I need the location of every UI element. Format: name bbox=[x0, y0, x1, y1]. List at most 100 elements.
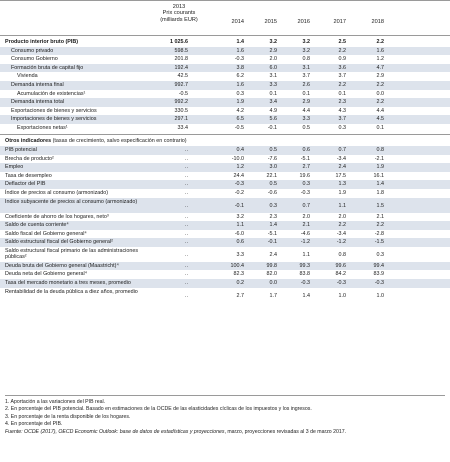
year-value-cell: -0.2 bbox=[234, 189, 244, 196]
year-value-cell: 6.2 bbox=[236, 73, 245, 80]
year-value-cell: 3.3 bbox=[269, 81, 278, 88]
table-row: Índice de precios al consumo (armonizado… bbox=[0, 189, 450, 198]
year-value-cell: 0.3 bbox=[376, 251, 385, 258]
table-row: Deuda neta del Gobierno general⁴.. 82.3 82… bbox=[0, 270, 450, 279]
year-value-cell: -3.4 bbox=[336, 155, 346, 162]
base-value-cell: .. bbox=[185, 271, 188, 278]
year-value-cell: 0.2 bbox=[236, 280, 245, 287]
row-label: Tasa de desempleo bbox=[5, 172, 52, 179]
year-value-cell: 3.7 bbox=[338, 73, 347, 80]
year-value-cell: 3.6 bbox=[338, 64, 347, 71]
table-row: Tasa del mercado monetario a tres meses,… bbox=[0, 279, 450, 288]
year-value-cell: 82.0 bbox=[266, 271, 278, 278]
source-note: Fuente: OCDE (2017), OECD Economic Outlo… bbox=[5, 429, 445, 436]
row-label: Demanda interna final bbox=[11, 81, 64, 88]
year-value-cell: 1.1 bbox=[236, 222, 245, 229]
footnotes: 1. Aportación a las variaciones del PIB … bbox=[5, 395, 445, 436]
row-label: Saldo fiscal del Gobierno general⁴ bbox=[5, 230, 87, 237]
year-value-cell: 1.5 bbox=[376, 202, 385, 209]
year-value-cell: -0.3 bbox=[374, 280, 384, 287]
year-value-cell: 1.2 bbox=[376, 56, 385, 63]
table-row: Saldo de cuenta corriente⁴.. 1.1 1.4 2.1 2.2… bbox=[0, 221, 450, 230]
year-value-cell: 83.9 bbox=[373, 271, 385, 278]
year-value-cell: 6.5 bbox=[236, 116, 245, 123]
year-value-cell: 2.2 bbox=[376, 222, 385, 229]
base-value-cell: .. bbox=[185, 164, 188, 171]
year-value-cell: -0.1 bbox=[267, 239, 277, 246]
year-value-cell: -0.3 bbox=[336, 280, 346, 287]
year-value-cell: 0.3 bbox=[338, 124, 347, 131]
year-value-cell: 3.2 bbox=[302, 39, 311, 45]
year-value-cell: 0.7 bbox=[302, 202, 311, 209]
year-value-cell: 2.0 bbox=[338, 213, 347, 220]
year-value-cell: 2.9 bbox=[376, 73, 385, 80]
year-value-cell: 0.1 bbox=[376, 124, 385, 131]
table-row: Índice subyacente de precios al consumo … bbox=[0, 197, 450, 213]
year-value-cell: 3.7 bbox=[338, 116, 347, 123]
table-row: Demanda interna total 992.2 1.9 3.4 2.9 2.3 2.… bbox=[0, 98, 450, 107]
row-label: Exportaciones netas¹ bbox=[17, 124, 68, 131]
source-title: Economic Outlook: base de datos de estad… bbox=[74, 428, 225, 435]
year-value-cell: 0.8 bbox=[376, 146, 385, 153]
row-label: Coeficiente de ahorro de los hogares, ne… bbox=[5, 213, 109, 220]
source-suffix: , marzo, proyecciones revisadas al 3 de … bbox=[224, 428, 347, 435]
base-value-cell: .. bbox=[185, 239, 188, 246]
row-label: Producto interior bruto (PIB) bbox=[5, 39, 79, 45]
base-value-cell: 42.5 bbox=[177, 73, 189, 80]
row-label: Brecha de producto² bbox=[5, 155, 54, 162]
year-value-cell: 2.1 bbox=[376, 213, 385, 220]
year-value-cell: 2.2 bbox=[338, 47, 347, 54]
year-value-cell: 1.9 bbox=[236, 99, 245, 106]
base-value-cell: .. bbox=[185, 251, 188, 258]
year-header: 2018 bbox=[371, 19, 384, 25]
demand-components-section: Producto interior bruto (PIB) 1 025.6 1.4 3… bbox=[0, 38, 450, 133]
year-value-cell: -6.0 bbox=[234, 230, 244, 237]
year-value-cell: 3.0 bbox=[269, 164, 278, 171]
table-row: Exportaciones de bienes y servicios 330.5… bbox=[0, 107, 450, 116]
table-row: Empleo.. 1.2 3.0 2.7 2.4 1.9 bbox=[0, 163, 450, 172]
table-row: PIB potencial.. 0.4 0.5 0.6 0.7 0.8 bbox=[0, 145, 450, 155]
table-row: Deflactor del PIB.. -0.3 0.5 0.3 1.3 1.4 bbox=[0, 180, 450, 189]
year-value-cell: 2.2 bbox=[376, 39, 385, 45]
year-value-cell: 0.3 bbox=[269, 202, 278, 209]
year-value-cell: 17.5 bbox=[335, 172, 347, 179]
year-value-cell: 4.7 bbox=[376, 64, 385, 71]
base-value-cell: 33.4 bbox=[177, 124, 189, 131]
year-value-cell: 1.6 bbox=[376, 47, 385, 54]
table-row: Vivienda 42.5 6.2 3.1 3.7 3.7 2.9 bbox=[0, 72, 450, 81]
row-label: Exportaciones de bienes y servicios bbox=[11, 107, 97, 114]
row-label: Formación bruta de capital fijo bbox=[11, 64, 84, 71]
year-value-cell: 4.3 bbox=[338, 107, 347, 114]
year-value-cell: -0.3 bbox=[234, 56, 244, 63]
year-value-cell: 1.7 bbox=[269, 292, 278, 299]
base-value-cell: 297.1 bbox=[174, 116, 189, 123]
year-value-cell: 0.8 bbox=[302, 56, 311, 63]
year-value-cell: -0.3 bbox=[300, 280, 310, 287]
footnote: 2. En porcentaje del PIB potencial. Basa… bbox=[5, 406, 312, 413]
year-value-cell: 0.8 bbox=[338, 251, 347, 258]
other-indicators-section: PIB potencial.. 0.4 0.5 0.6 0.7 0.8 Brecha de … bbox=[0, 145, 450, 303]
indicators-title-note: (tasas de crecimiento, salvo especificac… bbox=[51, 137, 187, 144]
year-value-cell: 1.9 bbox=[376, 164, 385, 171]
year-value-cell: 3.3 bbox=[236, 251, 245, 258]
year-header: 2017 bbox=[333, 19, 346, 25]
year-value-cell: 0.6 bbox=[302, 146, 311, 153]
year-value-cell: 3.2 bbox=[302, 47, 311, 54]
row-label: Consumo Gobierno bbox=[11, 56, 58, 63]
year-value-cell: 1.0 bbox=[376, 292, 385, 299]
base-year-label: 2013 bbox=[172, 4, 186, 10]
base-unit-currency: (milliards EUR) bbox=[160, 16, 198, 23]
row-label: Importaciones de bienes y servicios bbox=[11, 116, 97, 123]
table-row: Producto interior bruto (PIB) 1 025.6 1.4 3… bbox=[0, 38, 450, 47]
footnote: 4. En porcentaje del PIB. bbox=[5, 421, 63, 428]
year-value-cell: 1.4 bbox=[376, 181, 385, 188]
year-value-cell: 0.0 bbox=[376, 90, 385, 97]
year-value-cell: -10.0 bbox=[231, 155, 244, 162]
year-value-cell: -1.2 bbox=[300, 239, 310, 246]
base-value-cell: .. bbox=[185, 230, 188, 237]
year-value-cell: 24.4 bbox=[233, 172, 245, 179]
table-row: Brecha de producto².. -10.0 -7.6 -5.1 -3.4 -2… bbox=[0, 155, 450, 164]
year-value-cell: 2.5 bbox=[338, 39, 347, 45]
indicators-title: Otros indicadores (tasas de crecimiento,… bbox=[0, 136, 450, 146]
year-value-cell: 4.2 bbox=[236, 107, 245, 114]
